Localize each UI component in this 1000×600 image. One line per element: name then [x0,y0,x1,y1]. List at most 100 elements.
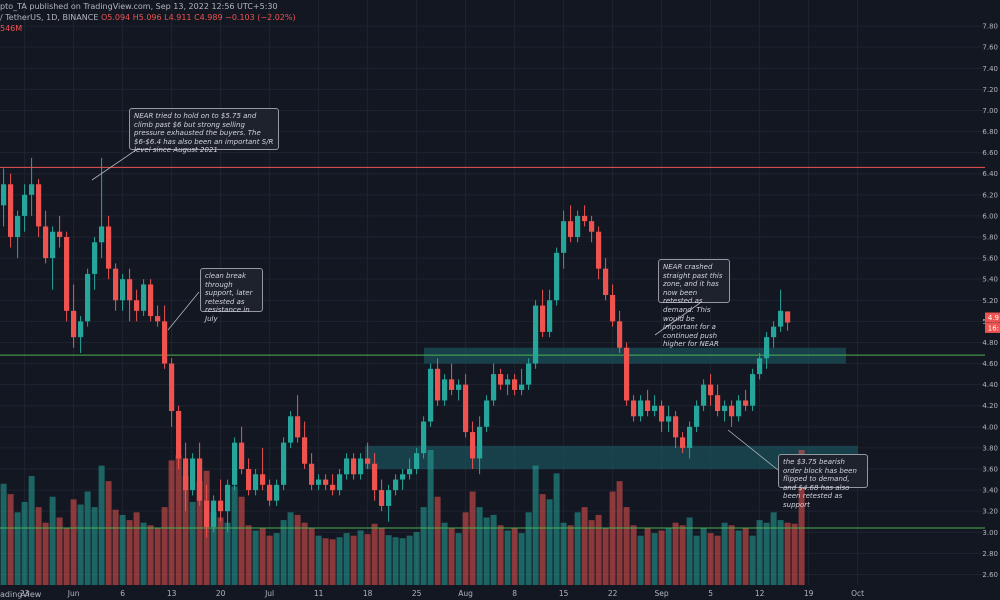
candle-body [386,490,392,506]
x-tick-label: 13 [167,589,177,598]
candle-body [729,405,735,417]
annotation-demand-retest[interactable]: NEAR crashed straight past this zone, an… [658,259,730,348]
candle-body [330,484,336,491]
candle-body [750,374,756,406]
annotation-order-block[interactable]: the $3.75 bearish order block has been f… [778,454,868,509]
volume-bar [364,534,371,585]
candle-body [456,384,462,390]
y-tick-label: 4.00 [982,423,998,431]
volume-bar [644,527,651,585]
y-tick-label: 5.80 [982,234,998,242]
candle-body [393,479,399,491]
volume-bar [420,507,427,585]
candles [1,157,791,538]
zone-0 [424,347,846,364]
candle-body [547,300,553,332]
volume-bar [490,514,497,585]
candle-body [680,437,686,448]
volume-bar [756,520,763,585]
y-tick-label: 7.00 [982,107,998,115]
candle-body [708,384,714,396]
volume-bar [63,527,70,585]
candle-body [743,400,749,406]
candle-body [435,368,441,401]
candle-body [50,231,56,259]
volume-bar [483,517,490,585]
volume-bar [749,535,756,585]
volume-bars [0,450,805,585]
price-tag [985,312,1000,323]
annotation-resistance[interactable]: NEAR tried to hold on to $5.75 and climb… [129,108,279,154]
y-tick-label: 6.60 [982,149,998,157]
candle-body [771,326,777,338]
candle-body [358,458,364,475]
x-tick-label: Oct [851,589,864,598]
candle-body [785,311,791,323]
candle-body [29,184,35,195]
candle-body [351,458,357,475]
volume-bar [399,538,406,585]
candle-body [736,400,742,417]
volume-bar [98,465,105,585]
candle-body [624,347,630,401]
candle-body [715,395,721,411]
candle-body [260,474,266,485]
candle-body [1,184,7,206]
volume-bar [28,475,35,585]
volume-bar [567,525,574,585]
candle-body [197,458,203,501]
candle-body [477,426,483,459]
candle-body [610,295,616,322]
x-tick-label: 12 [755,589,765,598]
candle-body [99,226,105,243]
y-tick-label: 7.80 [982,23,998,31]
volume-bar [112,509,119,585]
annotation-breakdown[interactable]: clean break through support, later retes… [200,268,263,323]
volume-bar [217,517,224,585]
x-tick-label: 6 [120,589,125,598]
volume-bar [245,525,252,585]
candle-body [127,279,133,301]
volume-bar [266,535,273,585]
candle-body [92,242,98,274]
candle-body [673,416,679,438]
zone-1 [365,445,858,469]
candle-body [561,221,567,253]
x-tick-label: 25 [412,589,422,598]
y-tick-label: 2.80 [982,550,998,558]
candle-body [337,474,343,491]
volume-bar [287,512,294,585]
y-tick-label: 3.20 [982,508,998,516]
volume-bar [735,530,742,585]
volume-bar [609,491,616,585]
volume-bar [728,525,735,585]
volume-bar [427,450,434,585]
volume-bar [7,494,14,585]
candle-body [568,221,574,237]
candle-body [15,215,21,237]
candle-body [218,500,224,512]
candle-body [638,400,644,417]
volume-bar [42,522,49,585]
annotation-connectors [91,149,779,471]
price-axis[interactable] [985,0,1000,585]
volume-bar [182,475,189,585]
volume-bar [546,499,553,585]
candle-body [778,310,784,327]
candle-body [176,411,182,459]
ohlc-close: C4.989 [194,13,223,22]
volume-bar [441,522,448,585]
ohlc-low: L4.911 [164,13,192,22]
y-tick-label: 5.20 [982,297,998,305]
candle-body [645,400,651,411]
volume-bar [714,535,721,585]
candle-body [757,358,763,375]
time-axis[interactable] [0,585,1000,600]
candle-body [463,384,469,433]
volume-bar [511,527,518,585]
candle-body [246,469,252,491]
candle-body [253,474,259,491]
volume-bar [126,520,133,585]
candle-body [323,479,329,485]
